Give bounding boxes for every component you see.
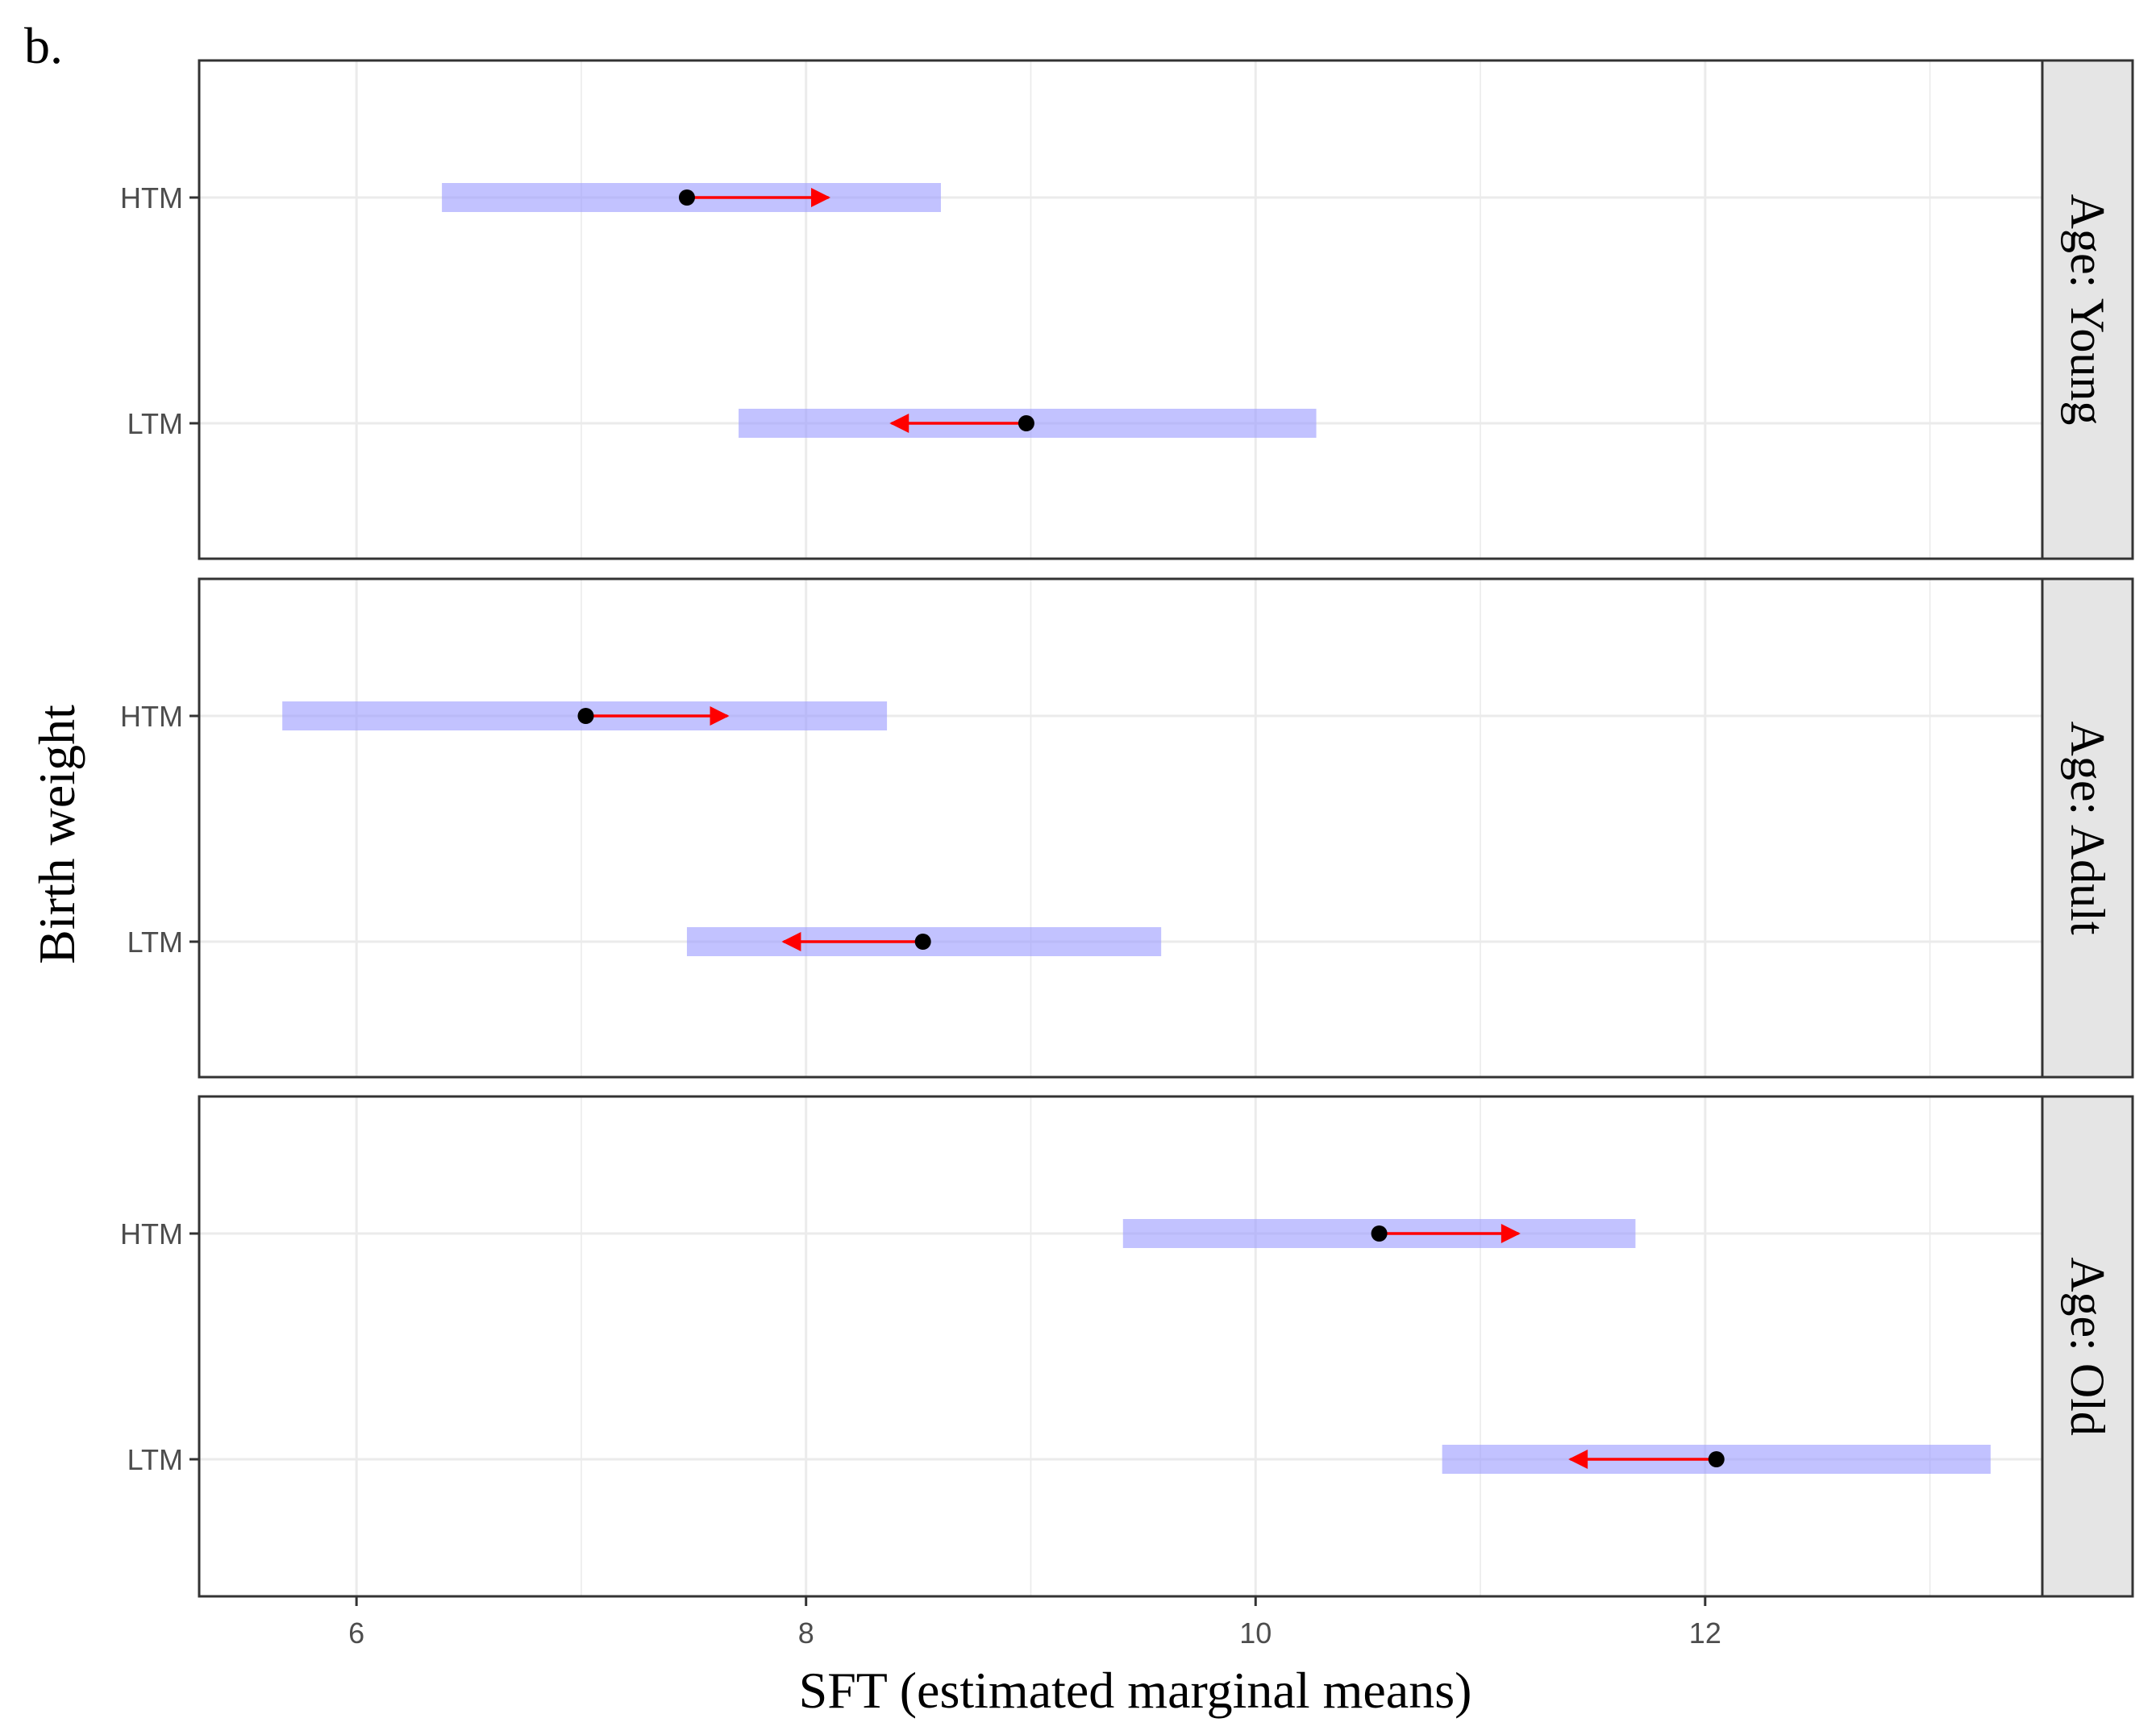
facet-strip-label: Age: Young <box>2061 194 2114 426</box>
panel-background <box>199 60 2042 559</box>
panel-background <box>199 579 2042 1077</box>
emmean-point-htm <box>678 189 695 206</box>
figure-label: b. <box>24 17 63 74</box>
emmean-point-htm <box>1371 1225 1388 1242</box>
y-tick-label-htm: HTM <box>120 1217 183 1250</box>
emmean-point-ltm <box>1708 1451 1725 1467</box>
x-tick-label: 8 <box>798 1616 814 1650</box>
facet-strip <box>2041 59 2134 560</box>
emmean-point-htm <box>577 708 594 724</box>
facet-strip <box>2041 577 2134 1079</box>
emmean-point-ltm <box>914 934 931 950</box>
y-tick-label-htm: HTM <box>120 700 183 733</box>
y-tick-label-ltm: LTM <box>127 407 183 440</box>
x-tick-label: 6 <box>348 1616 364 1650</box>
y-tick-label-ltm: LTM <box>127 1443 183 1476</box>
facet-strip <box>2041 1095 2134 1598</box>
x-tick-label: 12 <box>1689 1616 1721 1650</box>
facet-strip-label: Age: Old <box>2061 1257 2114 1436</box>
facet-strip-label: Age: Adult <box>2061 722 2114 935</box>
y-tick-label-htm: HTM <box>120 181 183 214</box>
panel-background <box>199 1096 2042 1596</box>
y-tick-label-ltm: LTM <box>127 926 183 959</box>
panel-age-old: HTM LTM Age: Old <box>120 1095 2134 1598</box>
panel-age-adult: HTM LTM Age: Adult <box>120 577 2134 1079</box>
y-axis-label: Birth weight <box>28 705 85 964</box>
emmean-point-ltm <box>1018 415 1034 431</box>
x-tick-label: 10 <box>1239 1616 1272 1650</box>
panels: HTM LTM Age: Young HTM LTM Age: Adult HTM LTM Ag… <box>120 59 2134 1650</box>
panel-age-young: HTM LTM Age: Young <box>120 59 2134 560</box>
x-axis-label: SFT (estimated marginal means) <box>799 1662 1472 1719</box>
